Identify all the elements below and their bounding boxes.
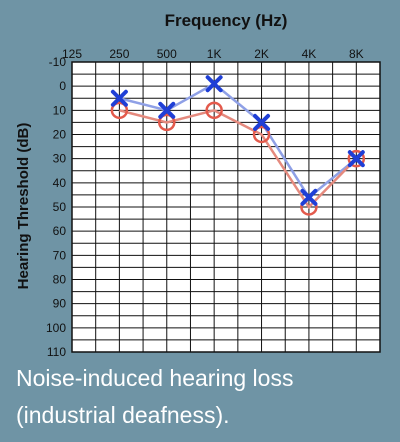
grid <box>71 61 380 353</box>
y-tick-label: 30 <box>53 152 67 166</box>
x-tick-label: 1K <box>207 47 222 61</box>
y-tick-label: 50 <box>53 200 67 214</box>
y-tick-label: 10 <box>53 103 67 117</box>
x-tick-labels: 125 250 500 1K 2K 4K 8K <box>62 47 364 61</box>
y-tick-label: 20 <box>53 128 67 142</box>
caption-line-2: (industrial deafness). <box>16 402 230 428</box>
y-tick-labels: -10 0 10 20 30 40 50 60 70 80 90 100 110 <box>46 55 66 359</box>
y-axis-label: Hearing Threshold (dB) <box>15 123 32 290</box>
y-tick-label: 80 <box>53 273 67 287</box>
y-tick-label: 100 <box>46 321 66 335</box>
x-tick-label: 4K <box>302 47 317 61</box>
series-2-point <box>110 101 129 120</box>
x-tick-label: 8K <box>349 47 364 61</box>
caption-line-1: Noise-induced hearing loss <box>16 365 294 391</box>
series-layer <box>110 75 366 216</box>
chart-title: Frequency (Hz) <box>165 11 288 30</box>
series-1-point <box>347 150 365 168</box>
y-tick-label: 90 <box>53 297 67 311</box>
series-1-point <box>110 89 128 107</box>
series-2-point <box>205 101 223 120</box>
y-tick-label: 40 <box>53 176 67 190</box>
y-tick-label: 70 <box>53 248 67 262</box>
y-tick-label: -10 <box>49 55 67 69</box>
x-tick-label: 500 <box>157 47 177 61</box>
x-tick-label: 250 <box>109 47 129 61</box>
series-1-point <box>158 101 176 119</box>
audiogram-chart: Frequency (Hz) Hearing Threshold (dB) 12… <box>15 11 381 359</box>
y-tick-label: 60 <box>53 224 67 238</box>
x-tick-label: 2K <box>254 47 269 61</box>
series-1-point <box>300 188 318 206</box>
series-2-point <box>347 149 366 168</box>
series-1-point <box>205 75 223 93</box>
x-tick-label: 125 <box>62 47 82 61</box>
series-2-point <box>252 125 271 144</box>
y-tick-label: 0 <box>59 79 66 93</box>
series-1-point <box>253 113 271 131</box>
y-tick-label: 110 <box>47 345 66 359</box>
series-2-point <box>158 113 176 132</box>
